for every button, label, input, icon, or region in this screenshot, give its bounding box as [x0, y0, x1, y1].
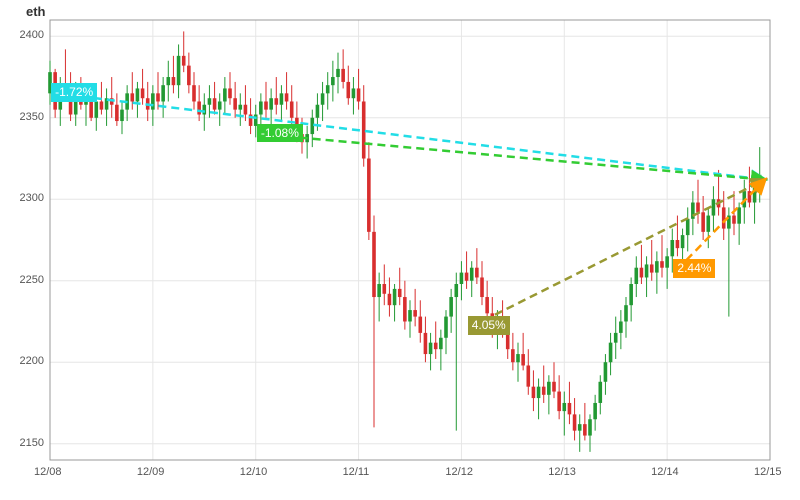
x-tick-label: 12/11	[343, 466, 370, 478]
x-tick-label: 12/09	[137, 466, 165, 478]
chart-container: eth 21502200225023002350240012/0812/0912…	[0, 0, 800, 500]
y-tick-label: 2150	[20, 437, 44, 449]
x-tick-label: 12/14	[651, 466, 679, 478]
x-tick-label: 12/10	[240, 466, 268, 478]
y-tick-label: 2200	[20, 355, 44, 367]
pct-annotation: 2.44%	[673, 259, 715, 277]
y-tick-label: 2350	[20, 111, 44, 123]
x-tick-label: 12/13	[548, 466, 576, 478]
pct-annotation: -1.08%	[257, 124, 303, 142]
chart-svg	[0, 0, 800, 500]
pct-annotation: -1.72%	[51, 83, 97, 101]
y-tick-label: 2400	[20, 29, 44, 41]
pct-annotation: 4.05%	[468, 316, 510, 334]
x-tick-label: 12/15	[754, 466, 782, 478]
y-tick-label: 2300	[20, 192, 44, 204]
y-tick-label: 2250	[20, 274, 44, 286]
x-tick-label: 12/12	[445, 466, 473, 478]
x-tick-label: 12/08	[34, 466, 62, 478]
